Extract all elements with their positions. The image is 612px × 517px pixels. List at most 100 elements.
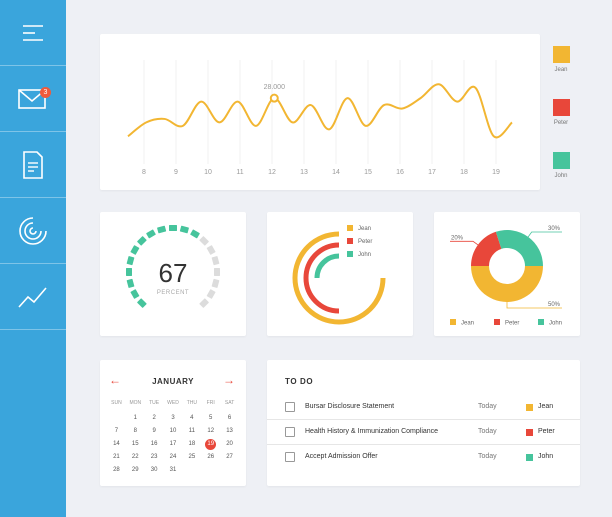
gauge-segment	[199, 236, 209, 246]
radial-chart-icon	[19, 216, 47, 245]
calendar-day[interactable]: 20	[220, 439, 239, 449]
gauge-segment	[137, 236, 147, 246]
sidebar-item-menu[interactable]	[0, 0, 66, 66]
pie-legend-swatch-jean	[450, 319, 456, 325]
radial-legend-label-peter: Peter	[358, 239, 372, 245]
pie-slice-john	[495, 230, 543, 266]
x-tick-label: 16	[396, 169, 404, 176]
radial-legend-label-john: John	[358, 252, 371, 258]
gauge-segment	[130, 245, 140, 255]
todo-task: Accept Admission Offer	[305, 453, 378, 460]
calendar-day-label: 3	[171, 415, 175, 421]
pie-label-john: 30%	[548, 226, 561, 232]
calendar-grid: SUN MON TUE WED THU FRI SAT 1 2 3 4 5 6 7 8 9 10 11 12 13 14…	[107, 400, 239, 475]
line-annotation: 28.000	[264, 84, 286, 91]
x-tick-label: 13	[300, 169, 308, 176]
calendar-day-label: 31	[169, 467, 177, 473]
x-tick-label: 15	[364, 169, 372, 176]
calendar-day[interactable]: 3	[164, 413, 183, 423]
x-tick-label: 19	[492, 169, 500, 176]
calendar-day[interactable]: 1	[126, 413, 145, 423]
sidebar-item-mail[interactable]: 3	[0, 66, 66, 132]
calendar-day-selected[interactable]: 19	[201, 439, 220, 450]
radial-bar-peter	[303, 242, 340, 314]
calendar-day[interactable]: 16	[145, 439, 164, 449]
legend-label-john: John	[554, 173, 568, 179]
x-tick-label: 17	[428, 169, 436, 176]
todo-assignee: John	[538, 453, 554, 460]
todo-task: Bursar Disclosure Statement	[305, 403, 395, 410]
sidebar-item-documents[interactable]	[0, 132, 66, 198]
calendar-day[interactable]: 6	[220, 413, 239, 423]
sidebar-item-trends[interactable]	[0, 264, 66, 330]
calendar-day-label: 6	[227, 415, 232, 421]
pie-label-peter: 20%	[451, 235, 464, 241]
calendar-day[interactable]: 27	[220, 452, 239, 462]
gauge-value: 67	[158, 258, 188, 288]
calendar-day[interactable]: 28	[107, 465, 126, 475]
calendar-day-header: SUN	[111, 400, 122, 406]
gauge-segment	[199, 298, 209, 308]
todo-due: Today	[478, 403, 497, 410]
calendar-day[interactable]: 22	[126, 452, 145, 462]
calendar-day[interactable]: 12	[201, 426, 220, 436]
calendar-day[interactable]: 24	[164, 452, 183, 462]
calendar-day-header: TUE	[149, 400, 160, 406]
calendar-day-label: 30	[150, 467, 158, 473]
calendar-day[interactable]: 11	[182, 426, 201, 436]
todo-assignee-swatch	[526, 454, 533, 461]
calendar-day[interactable]: 14	[107, 439, 126, 449]
calendar-day[interactable]: 13	[220, 426, 239, 436]
calendar-day-label: 11	[188, 428, 195, 434]
todo-assignee: Peter	[538, 428, 555, 435]
calendar-day[interactable]: 18	[182, 439, 201, 449]
calendar-day[interactable]: 31	[164, 465, 183, 475]
calendar-day-label: 14	[113, 441, 120, 447]
calendar-day[interactable]: 29	[126, 465, 145, 475]
radial-legend-swatch-john	[347, 251, 353, 257]
todo-checkbox[interactable]	[285, 452, 295, 462]
pie-legend-label-jean: Jean	[461, 321, 474, 327]
pie-leader-jean	[506, 298, 562, 309]
pie-chart-card: 50% 20% 30% Jean Peter John	[434, 212, 580, 336]
radial-chart: Jean Peter John	[292, 225, 386, 325]
calendar-day[interactable]: 25	[182, 452, 201, 462]
gauge-segment	[214, 268, 220, 276]
x-tick-label: 12	[268, 169, 276, 176]
gauge-card: 67 PERCENT	[100, 212, 246, 336]
calendar-day-header: MON	[129, 400, 142, 406]
calendar-prev-button[interactable]: ←	[109, 373, 121, 387]
todo-checkbox[interactable]	[285, 427, 295, 437]
calendar-next-button[interactable]: →	[223, 373, 235, 387]
gauge-segment	[179, 225, 189, 234]
calendar-day[interactable]: 23	[145, 452, 164, 462]
todo-task: Health History & Immunization Compliance	[305, 428, 439, 435]
calendar-day[interactable]: 2	[145, 413, 164, 423]
pie-legend-label-peter: Peter	[505, 321, 519, 327]
gauge-segment	[130, 289, 140, 299]
calendar-day[interactable]: 26	[201, 452, 220, 462]
calendar-day[interactable]: 7	[107, 426, 126, 436]
sidebar-item-radial[interactable]	[0, 198, 66, 264]
calendar-day-label: 15	[131, 441, 139, 447]
calendar-day[interactable]: 15	[126, 439, 145, 449]
radial-bar-john	[314, 253, 340, 279]
calendar-day-label: 28	[113, 467, 120, 473]
calendar-day-header: WED	[167, 400, 179, 406]
calendar-day[interactable]: 21	[107, 452, 126, 462]
todo-checkbox[interactable]	[285, 402, 295, 412]
gauge-segment	[126, 268, 132, 276]
x-tick-label: 18	[460, 169, 468, 176]
calendar-day[interactable]: 10	[164, 426, 183, 436]
pie-leader-peter	[450, 240, 482, 248]
calendar-day[interactable]: 17	[164, 439, 183, 449]
calendar-day-label: 18	[188, 441, 196, 447]
calendar-day[interactable]: 4	[182, 413, 201, 423]
calendar-day[interactable]: 30	[145, 465, 164, 475]
line-chart: 8 9 10 11 12 13 14 15 16 17 18 19 28.000	[127, 60, 513, 176]
calendar-day-label: 13	[226, 428, 233, 434]
calendar-day[interactable]: 5	[201, 413, 220, 423]
calendar-month: JANUARY	[152, 377, 194, 386]
calendar-day[interactable]: 8	[126, 426, 145, 436]
calendar-day[interactable]: 9	[145, 426, 164, 436]
